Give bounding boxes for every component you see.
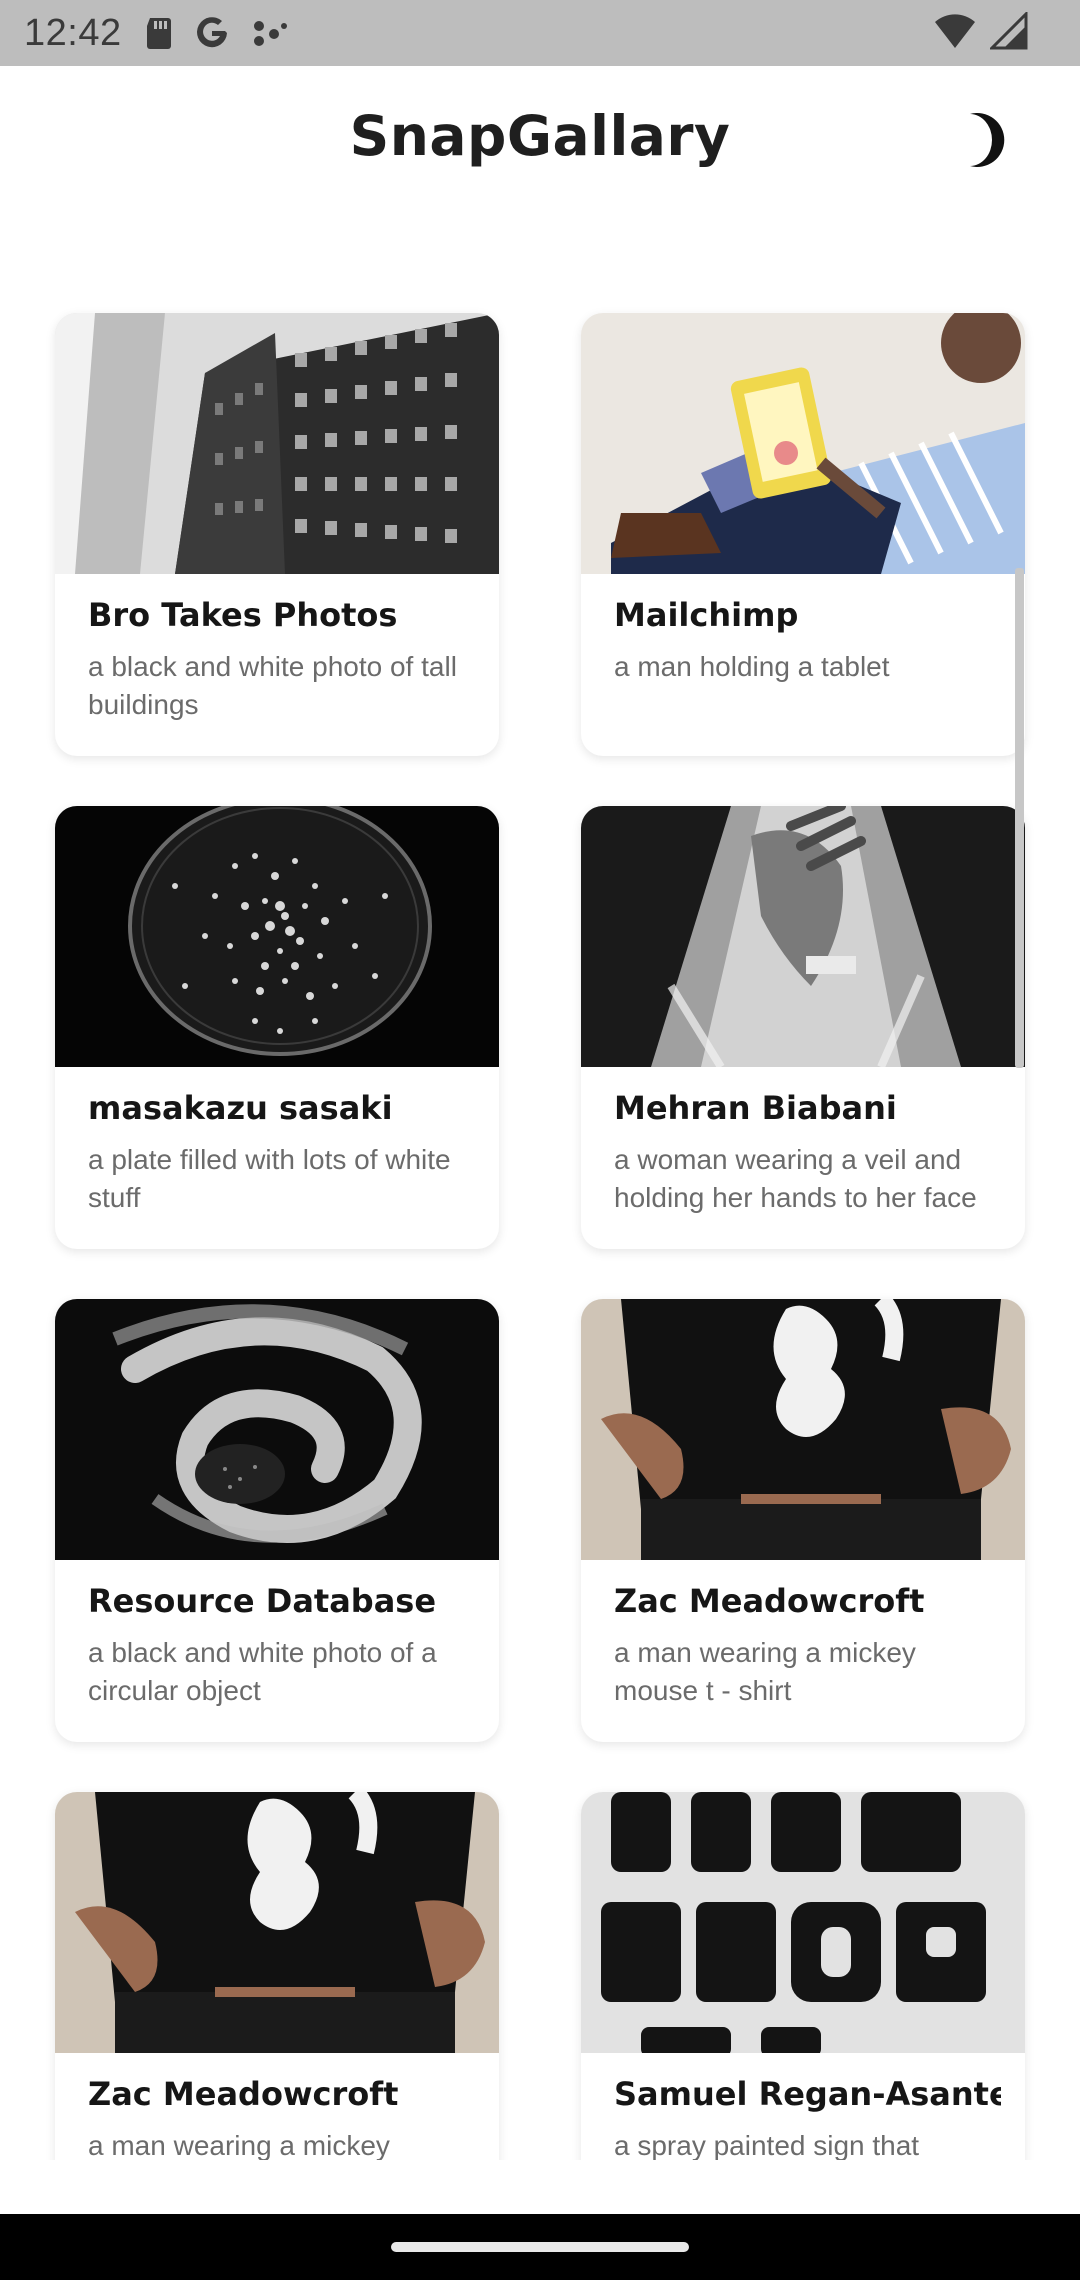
- wifi-icon: [934, 12, 976, 54]
- card-image-veil: [581, 806, 1025, 1067]
- card-image-tshirt: [55, 1792, 499, 2053]
- gallery-viewport[interactable]: Bro Takes Photos a black and white photo…: [0, 300, 1080, 2160]
- home-handle[interactable]: [391, 2242, 689, 2252]
- system-nav-bar: [0, 2214, 1080, 2280]
- card-description: a man wearing a mickey mouse t - shirt: [88, 2130, 390, 2160]
- card-image-swirl: [55, 1299, 499, 1560]
- card-title: Zac Meadowcroft: [88, 2075, 399, 2113]
- gallery-card[interactable]: Samuel Regan-Asante a spray painted sign…: [581, 1792, 1025, 2160]
- gallery-card[interactable]: Zac Meadowcroft a man wearing a mickey m…: [581, 1299, 1025, 1742]
- moon-icon[interactable]: [952, 110, 1012, 170]
- card-title: masakazu sasaki: [88, 1089, 393, 1127]
- card-description: a spray painted sign that: [614, 2130, 920, 2160]
- gallery-card[interactable]: Resource Database a black and white phot…: [55, 1299, 499, 1742]
- gallery-card[interactable]: masakazu sasaki a plate filled with lots…: [55, 806, 499, 1249]
- card-image-tablet: [581, 313, 1025, 574]
- gallery-card[interactable]: Bro Takes Photos a black and white photo…: [55, 313, 499, 756]
- card-image-buildings: [55, 313, 499, 574]
- card-title: Samuel Regan-Asante: [614, 2075, 1001, 2113]
- card-description: a black and white photo of a circular ob…: [88, 1637, 437, 1706]
- dots-icon: [250, 16, 290, 50]
- card-description: a man holding a tablet: [614, 651, 890, 682]
- gallery-card[interactable]: Zac Meadowcroft a man wearing a mickey m…: [55, 1792, 499, 2160]
- card-image-sign: [581, 1792, 1025, 2053]
- card-description: a man wearing a mickey mouse t - shirt: [614, 1637, 916, 1706]
- gallery-card[interactable]: Mailchimp a man holding a tablet: [581, 313, 1025, 756]
- signal-icon: [988, 10, 1028, 54]
- google-icon: [192, 13, 232, 53]
- app-title: SnapGallary: [349, 104, 731, 168]
- card-description: a woman wearing a veil and holding her h…: [614, 1144, 977, 1213]
- card-title: Mehran Biabani: [614, 1089, 897, 1127]
- status-bar: 12:42: [0, 0, 1080, 66]
- sd-card-icon: [144, 16, 174, 50]
- gallery-grid: Bro Takes Photos a black and white photo…: [55, 313, 1025, 2160]
- card-image-tshirt: [581, 1299, 1025, 1560]
- card-description: a plate filled with lots of white stuff: [88, 1144, 451, 1213]
- card-description: a black and white photo of tall building…: [88, 651, 457, 720]
- card-title: Bro Takes Photos: [88, 596, 398, 634]
- card-image-plate: [55, 806, 499, 1067]
- app-bar: SnapGallary: [0, 66, 1080, 216]
- gallery-card[interactable]: Mehran Biabani a woman wearing a veil an…: [581, 806, 1025, 1249]
- card-title: Mailchimp: [614, 596, 799, 634]
- card-title: Zac Meadowcroft: [614, 1582, 925, 1620]
- status-time: 12:42: [24, 11, 122, 54]
- card-title: Resource Database: [88, 1582, 437, 1620]
- scrollbar[interactable]: [1015, 568, 1024, 1068]
